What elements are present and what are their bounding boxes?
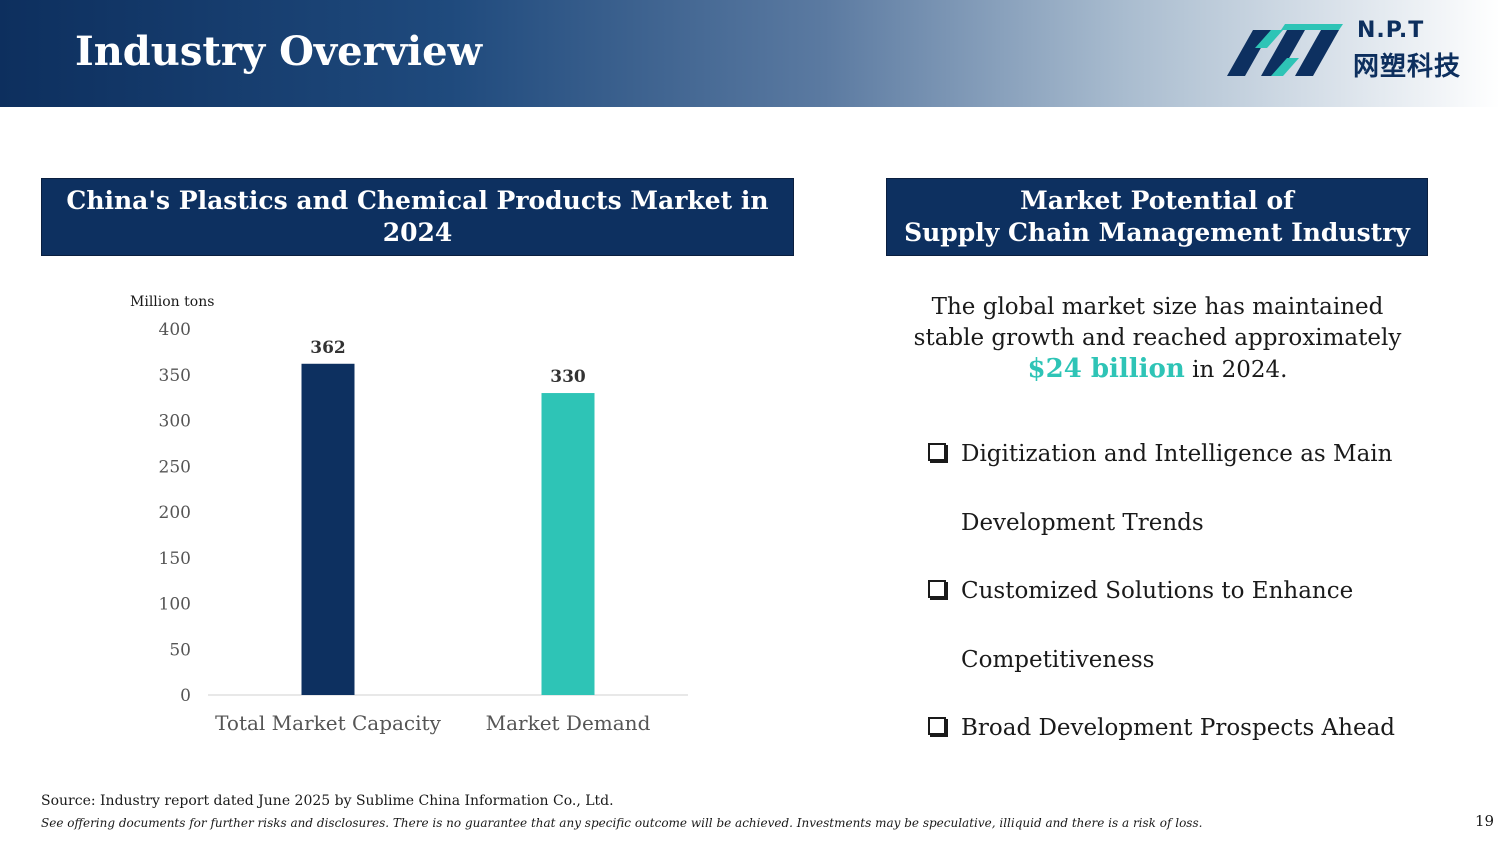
y-axis-label: Million tons [130,294,214,310]
bar-chart: Million tons 0 50 100 150 200 250 300 350 400 362 T… [130,294,688,735]
checkbox-bullet-icon [928,443,946,461]
y-tick-label: 100 [159,595,191,615]
market-potential-title-line2: Supply Chain Management Industry [904,218,1410,247]
y-tick-label: 250 [159,457,191,477]
y-tick-label: 200 [159,503,191,523]
x-tick-label: Total Market Capacity [215,711,441,735]
header-banner: Industry Overview N.P.T 网塑科技 [0,0,1500,107]
market-potential-title-line1: Market Potential of [1020,186,1294,215]
data-label: 330 [550,367,586,387]
checkbox-bullet-icon [928,580,946,598]
data-label: 362 [310,338,346,358]
list-item-text: Broad Development Prospects Ahead [961,715,1396,741]
list-item: Digitization and Intelligence as Main De… [925,420,1405,557]
market-potential-title-box: Market Potential of Supply Chain Managem… [886,178,1428,256]
chart-title: China's Plastics and Chemical Products M… [66,186,769,247]
list-item-text: Customized Solutions to Enhance Competit… [961,578,1354,673]
chart-title-box: China's Plastics and Chemical Products M… [41,178,794,256]
market-size-description: The global market size has maintained st… [905,292,1410,386]
trend-list: Digitization and Intelligence as Main De… [925,420,1405,763]
logo-text-cn: 网塑科技 [1353,52,1462,82]
y-tick-label: 50 [169,640,191,660]
source-note: Source: Industry report dated June 2025 … [41,793,614,809]
y-tick-label: 300 [159,412,191,432]
page-title: Industry Overview [75,28,483,75]
y-tick-label: 400 [159,320,191,340]
logo-text-en: N.P.T [1357,18,1425,43]
npt-logo-icon [1227,24,1343,76]
page-number: 19 [1475,812,1495,830]
x-tick-label: Market Demand [486,711,651,735]
list-item-text: Digitization and Intelligence as Main De… [961,441,1393,536]
disclaimer: See offering documents for further risks… [41,816,1203,830]
list-item: Broad Development Prospects Ahead [925,694,1405,763]
bar [301,363,355,695]
y-tick-label: 0 [180,686,191,706]
checkbox-bullet-icon [928,717,946,735]
market-size-highlight: $24 billion [1027,354,1185,384]
y-tick-label: 350 [159,366,191,386]
list-item: Customized Solutions to Enhance Competit… [925,557,1405,694]
y-tick-label: 150 [159,549,191,569]
bar [541,393,595,695]
description-text: The global market size has maintained st… [913,294,1402,351]
description-suffix: in 2024. [1184,357,1288,383]
